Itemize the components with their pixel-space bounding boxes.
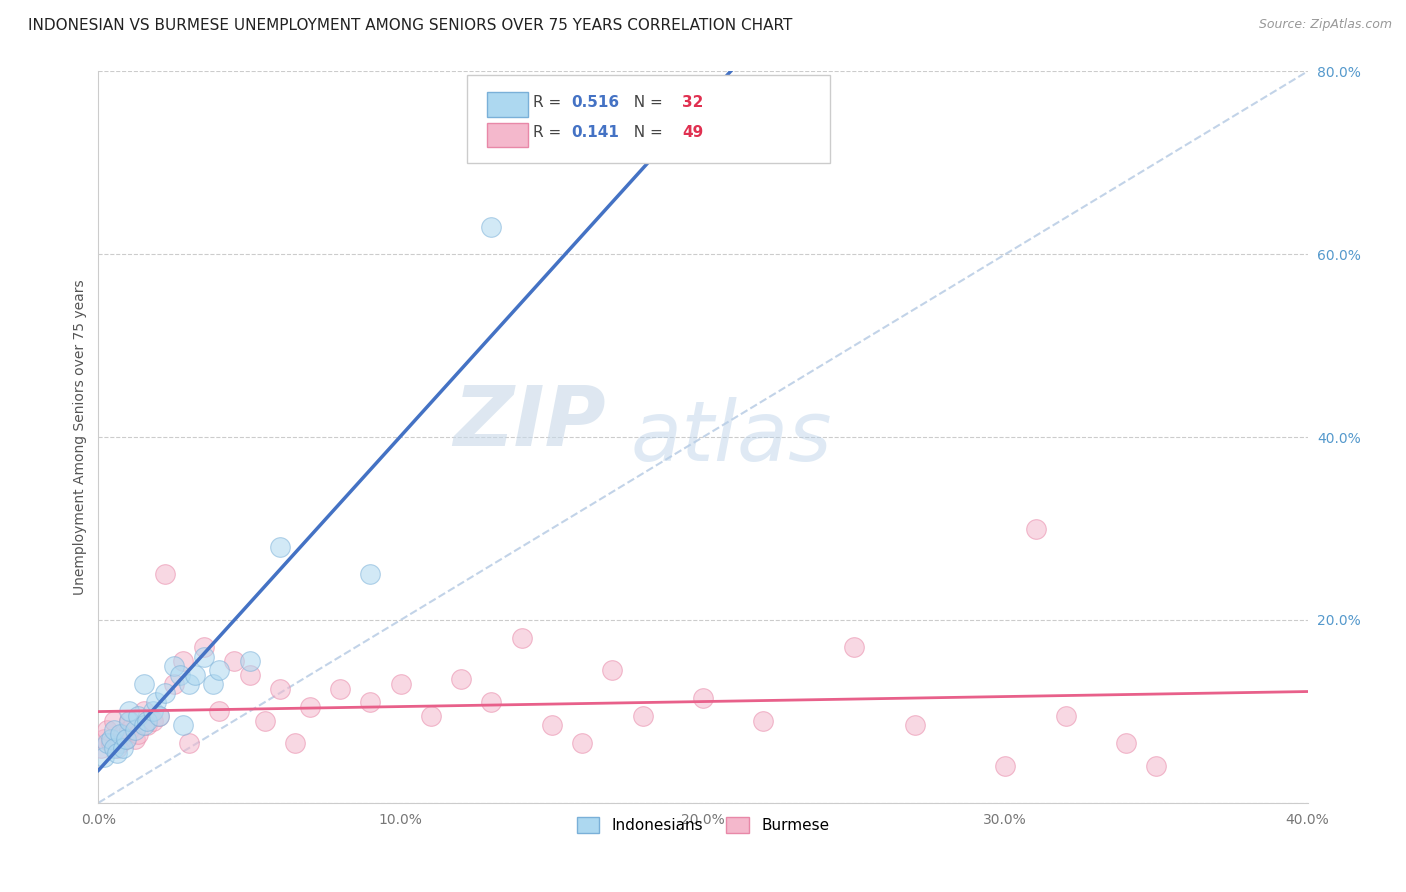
Y-axis label: Unemployment Among Seniors over 75 years: Unemployment Among Seniors over 75 years	[73, 279, 87, 595]
Point	[602, 663, 624, 677]
Point	[111, 740, 134, 755]
Point	[510, 632, 533, 646]
FancyBboxPatch shape	[467, 75, 830, 163]
Point	[450, 673, 472, 687]
Point	[269, 681, 291, 696]
Point	[631, 709, 654, 723]
Point	[148, 709, 170, 723]
Point	[114, 731, 136, 746]
Point	[239, 654, 262, 668]
Text: N =: N =	[624, 125, 668, 140]
Point	[994, 759, 1017, 773]
Point	[172, 654, 194, 668]
Point	[1144, 759, 1167, 773]
Text: R =: R =	[533, 95, 565, 110]
Point	[153, 686, 176, 700]
Point	[163, 677, 186, 691]
Point	[132, 705, 155, 719]
Point	[1115, 736, 1137, 750]
Point	[124, 723, 146, 737]
Point	[96, 736, 118, 750]
Point	[1024, 521, 1046, 535]
Point	[96, 723, 118, 737]
Point	[108, 736, 131, 750]
Point	[163, 658, 186, 673]
Point	[100, 731, 122, 746]
Point	[179, 677, 201, 691]
Text: 49: 49	[682, 125, 703, 140]
Point	[93, 750, 115, 764]
Point	[844, 640, 866, 655]
Point	[105, 740, 128, 755]
Text: INDONESIAN VS BURMESE UNEMPLOYMENT AMONG SENIORS OVER 75 YEARS CORRELATION CHART: INDONESIAN VS BURMESE UNEMPLOYMENT AMONG…	[28, 18, 793, 33]
Point	[135, 714, 157, 728]
Point	[481, 219, 503, 234]
Point	[114, 731, 136, 746]
Point	[132, 718, 155, 732]
Point	[904, 718, 927, 732]
Point	[1054, 709, 1077, 723]
FancyBboxPatch shape	[486, 122, 527, 147]
Point	[269, 540, 291, 554]
Point	[540, 718, 562, 732]
Point	[360, 567, 382, 582]
Text: atlas: atlas	[630, 397, 832, 477]
Point	[93, 731, 115, 746]
Point	[103, 714, 125, 728]
Point	[111, 727, 134, 741]
Point	[752, 714, 775, 728]
Point	[153, 567, 176, 582]
Point	[142, 705, 165, 719]
Point	[118, 714, 141, 728]
Text: 32: 32	[682, 95, 704, 110]
Point	[329, 681, 352, 696]
Point	[299, 699, 322, 714]
Point	[208, 705, 231, 719]
Point	[193, 640, 215, 655]
Point	[202, 677, 225, 691]
Point	[132, 677, 155, 691]
Point	[193, 649, 215, 664]
Point	[105, 746, 128, 760]
Point	[118, 705, 141, 719]
Point	[124, 731, 146, 746]
Point	[208, 663, 231, 677]
Text: R =: R =	[533, 125, 565, 140]
Point	[103, 723, 125, 737]
Point	[142, 714, 165, 728]
Point	[571, 736, 593, 750]
Point	[224, 654, 246, 668]
Point	[118, 714, 141, 728]
Point	[103, 740, 125, 755]
Point	[172, 718, 194, 732]
Point	[127, 709, 149, 723]
Point	[481, 695, 503, 709]
Point	[100, 736, 122, 750]
Text: 0.141: 0.141	[571, 125, 619, 140]
Point	[108, 727, 131, 741]
Point	[127, 727, 149, 741]
FancyBboxPatch shape	[486, 92, 527, 117]
Point	[135, 718, 157, 732]
Point	[420, 709, 443, 723]
Point	[90, 740, 112, 755]
Point	[284, 736, 307, 750]
Point	[148, 709, 170, 723]
Text: Source: ZipAtlas.com: Source: ZipAtlas.com	[1258, 18, 1392, 31]
Point	[145, 695, 167, 709]
Point	[692, 690, 714, 705]
Text: N =: N =	[624, 95, 668, 110]
Text: ZIP: ZIP	[454, 382, 606, 463]
Text: 0.516: 0.516	[571, 95, 619, 110]
Point	[239, 667, 262, 681]
Point	[118, 723, 141, 737]
Point	[169, 667, 191, 681]
Point	[360, 695, 382, 709]
Point	[389, 677, 412, 691]
Point	[184, 667, 207, 681]
Point	[253, 714, 276, 728]
Point	[179, 736, 201, 750]
Legend: Indonesians, Burmese: Indonesians, Burmese	[571, 811, 835, 839]
